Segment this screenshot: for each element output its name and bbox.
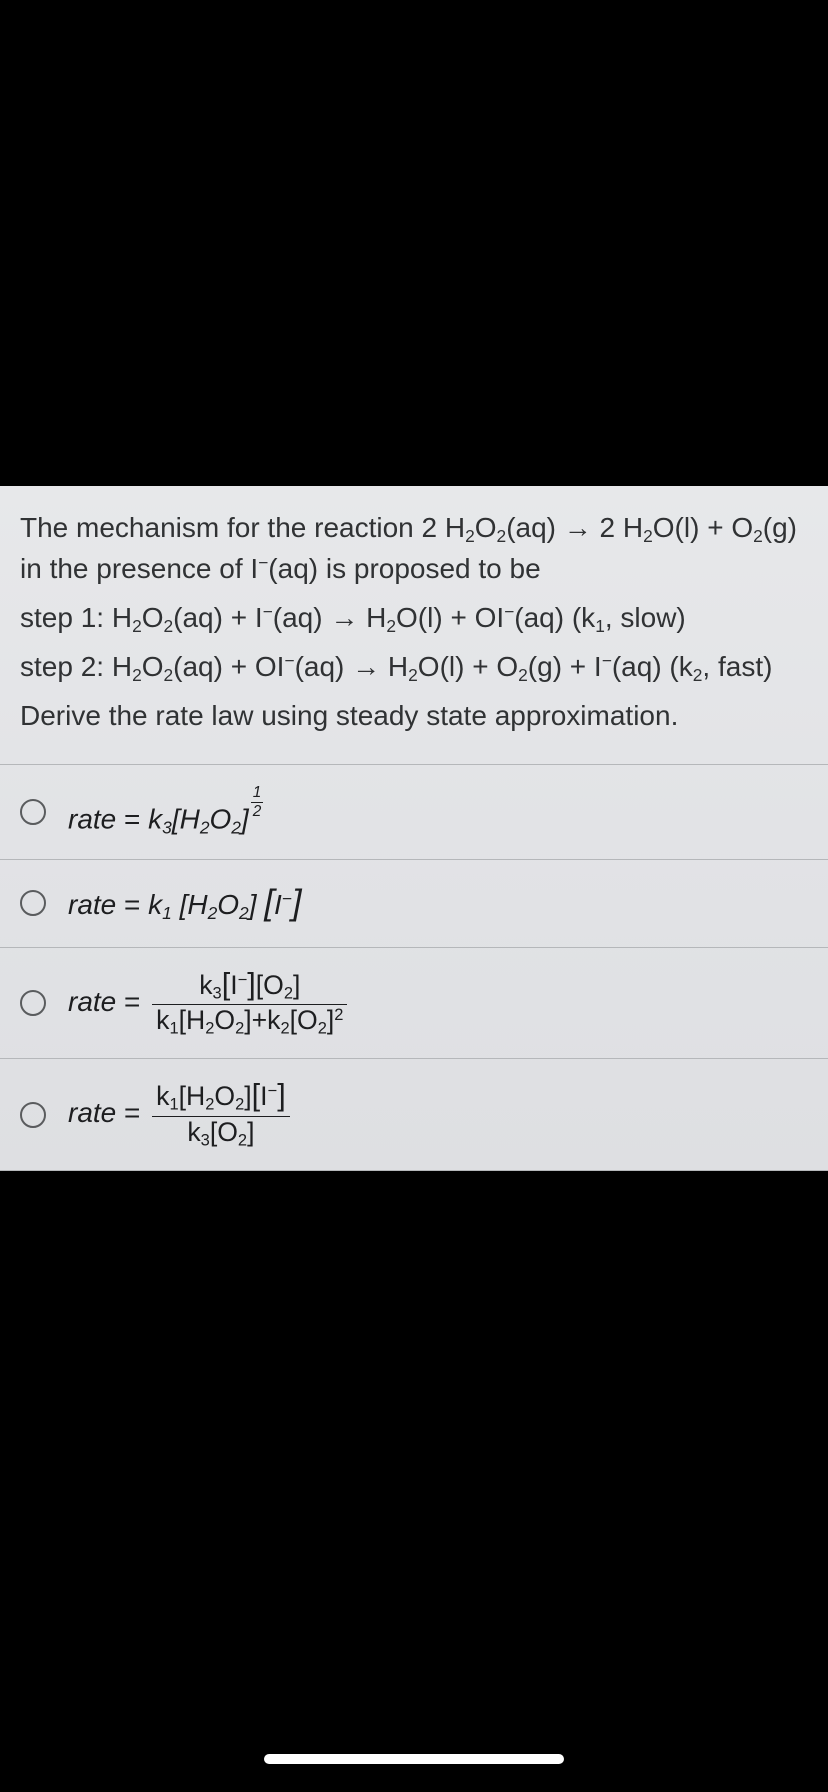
radio-icon[interactable] bbox=[20, 799, 46, 825]
option-b-label: rate = k1 [H2O2] [I−] bbox=[68, 883, 302, 924]
home-indicator[interactable] bbox=[264, 1754, 564, 1764]
option-d-label: rate = k1[H2O2][I−] k3[O2] bbox=[68, 1079, 294, 1150]
option-d[interactable]: rate = k1[H2O2][I−] k3[O2] bbox=[0, 1058, 828, 1171]
option-a-label: rate = k3[H2O2]12 bbox=[68, 785, 263, 838]
radio-icon[interactable] bbox=[20, 990, 46, 1016]
question-intro: The mechanism for the reaction 2 H2O2(aq… bbox=[20, 508, 808, 590]
question-step1: step 1: H2O2(aq) + I−(aq) → H2O(l) + OI−… bbox=[20, 598, 808, 639]
question-prompt: Derive the rate law using steady state a… bbox=[20, 696, 808, 737]
question-step2: step 2: H2O2(aq) + OI−(aq) → H2O(l) + O2… bbox=[20, 647, 808, 688]
option-a[interactable]: rate = k3[H2O2]12 bbox=[0, 764, 828, 858]
radio-icon[interactable] bbox=[20, 1102, 46, 1128]
radio-icon[interactable] bbox=[20, 890, 46, 916]
question-panel: The mechanism for the reaction 2 H2O2(aq… bbox=[0, 486, 828, 1171]
options-list: rate = k3[H2O2]12 rate = k1 [H2O2] [I−] … bbox=[0, 764, 828, 1171]
option-c-label: rate = k3[I−][O2] k1[H2O2]+k2[O2]2 bbox=[68, 968, 351, 1039]
question-text: The mechanism for the reaction 2 H2O2(aq… bbox=[20, 508, 808, 736]
phone-screen: The mechanism for the reaction 2 H2O2(aq… bbox=[0, 0, 828, 1792]
option-c[interactable]: rate = k3[I−][O2] k1[H2O2]+k2[O2]2 bbox=[0, 947, 828, 1059]
option-b[interactable]: rate = k1 [H2O2] [I−] bbox=[0, 859, 828, 947]
